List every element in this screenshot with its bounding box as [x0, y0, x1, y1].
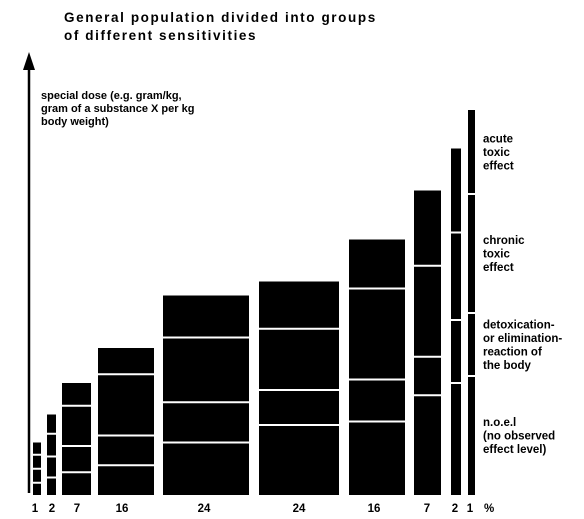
- y-axis-label-line-3: body weight): [41, 116, 109, 128]
- bar-2: [47, 414, 56, 495]
- effect-label-1-line-3: effect level): [483, 444, 546, 456]
- bar-5: [163, 295, 249, 495]
- bars: [33, 110, 475, 495]
- bar-7: [349, 239, 405, 495]
- x-tick-labels: 1 2 7 16 24 24 16 7 2 1: [32, 503, 474, 515]
- bar-group-8: [414, 190, 441, 495]
- y-axis-label: special dose (e.g. gram/kg, gram of a su…: [41, 90, 194, 128]
- bar-9: [451, 148, 461, 495]
- bar-group-3: [62, 383, 91, 495]
- effect-label-4-line-3: effect: [483, 161, 514, 173]
- percent-unit-label: %: [484, 503, 494, 515]
- x-tick-label-10: 1: [467, 503, 474, 515]
- effect-label-1-line-2: (no observed: [483, 431, 555, 443]
- x-tick-label-9: 2: [452, 503, 458, 515]
- chart-title-line-1: General population divided into groups: [64, 10, 377, 25]
- y-axis: [23, 52, 35, 493]
- y-axis-label-line-1: special dose (e.g. gram/kg,: [41, 90, 182, 102]
- bar-group-4: [98, 348, 154, 495]
- bar-group-2: [47, 414, 56, 495]
- chart-title-line-2: of different sensitivities: [64, 28, 257, 43]
- x-tick-label-8: 7: [424, 503, 430, 515]
- x-tick-label-5: 24: [198, 503, 211, 515]
- bar-6: [259, 281, 339, 495]
- effect-label-3-line-3: effect: [483, 262, 514, 274]
- effect-label-3-line-1: chronic: [483, 235, 525, 247]
- effect-label-2-line-2: or elimination-: [483, 333, 562, 345]
- effect-label-2-line-1: detoxication-: [483, 319, 555, 331]
- effect-label-2-line-4: the body: [483, 360, 532, 372]
- bar-group-9: [451, 148, 461, 495]
- y-axis-arrow-icon: [23, 52, 35, 70]
- bar-group-7: [349, 239, 405, 495]
- y-axis-label-line-2: gram of a substance X per kg: [41, 103, 194, 115]
- bar-group-10: [468, 110, 475, 495]
- bar-4: [98, 348, 154, 495]
- x-tick-label-6: 24: [293, 503, 306, 515]
- effect-label-4-line-2: toxic: [483, 147, 510, 159]
- x-tick-label-7: 16: [368, 503, 381, 515]
- bar-10: [468, 110, 475, 495]
- effect-label-2-line-3: reaction of: [483, 346, 542, 358]
- effect-label-1-line-1: n.o.e.l: [483, 417, 516, 429]
- effect-label-3-line-2: toxic: [483, 249, 510, 261]
- bar-3: [62, 383, 91, 495]
- chart-title: General population divided into groups o…: [64, 10, 377, 43]
- x-tick-label-3: 7: [74, 503, 80, 515]
- bar-group-6: [259, 281, 339, 495]
- bar-group-5: [163, 295, 249, 495]
- effect-label-4-line-1: acute: [483, 134, 513, 146]
- x-tick-label-4: 16: [116, 503, 129, 515]
- x-tick-label-2: 2: [49, 503, 55, 515]
- effect-label-2: detoxication-or elimination-reaction of t…: [483, 319, 562, 372]
- bar-8: [414, 190, 441, 495]
- bar-group-1: [33, 442, 41, 495]
- x-tick-label-1: 1: [32, 503, 39, 515]
